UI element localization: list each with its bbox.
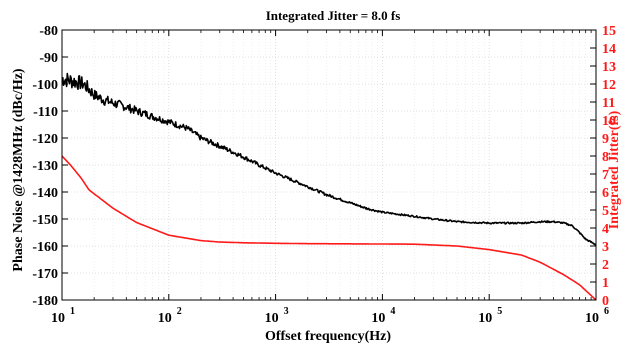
y-tick-label-left: -80 [39, 24, 58, 39]
x-tick-exponent: 5 [497, 306, 502, 317]
x-tick-base: 10 [371, 311, 385, 326]
y-tick-label-right: 12 [602, 78, 616, 93]
x-tick-base: 10 [158, 311, 172, 326]
x-tick-exponent: 2 [177, 306, 182, 317]
y-tick-label-right: 14 [602, 42, 616, 57]
grid-lines [62, 30, 596, 300]
x-tick-label: 10 5 [478, 306, 502, 326]
y-tick-label-right: 4 [602, 222, 609, 237]
y-tick-label-right: 5 [602, 204, 609, 219]
y-tick-label-right: 7 [602, 168, 609, 183]
y-tick-labels-left: -80 -90 -100 -110 -120 -130 -140 -150 -160 -170 -1… [32, 24, 58, 309]
x-tick-base: 10 [51, 311, 65, 326]
y-tick-label-right: 2 [602, 258, 609, 273]
y-tick-label-right: 6 [602, 186, 609, 201]
series-layer [61, 72, 597, 301]
y-tick-label-right: 11 [602, 96, 615, 111]
phase-noise-line [61, 72, 597, 246]
x-tick-exponent: 1 [70, 306, 75, 317]
y-tick-label-right: 3 [602, 240, 609, 255]
x-tick-label: 10 6 [585, 306, 609, 326]
y-tick-label-left: -160 [32, 240, 58, 255]
x-tick-label: 10 4 [371, 306, 395, 326]
x-tick-exponent: 3 [284, 306, 289, 317]
y-tick-label-left: -100 [32, 78, 58, 93]
y-tick-label-left: -150 [32, 213, 58, 228]
y-tick-label-left: -170 [32, 267, 58, 282]
y-tick-label-left: -110 [33, 105, 58, 120]
x-tick-base: 10 [585, 311, 599, 326]
chart-title: Integrated Jitter = 8.0 fs [266, 8, 401, 23]
x-tick-base: 10 [265, 311, 279, 326]
integrated-jitter-line [61, 155, 597, 301]
y-tick-label-left: -140 [32, 186, 58, 201]
x-tick-label: 10 3 [265, 306, 289, 326]
x-tick-exponent: 6 [604, 306, 609, 317]
x-tick-label: 10 2 [158, 306, 182, 326]
x-tick-label: 10 1 [51, 306, 75, 326]
tick-marks [61, 29, 596, 301]
y-tick-label-left: -90 [39, 51, 58, 66]
y-tick-label-right: 10 [602, 114, 616, 129]
x-tick-base: 10 [478, 311, 492, 326]
y-tick-label-right: 1 [602, 276, 609, 291]
y-tick-label-left: -180 [32, 294, 58, 309]
y-tick-label-right: 15 [602, 24, 616, 39]
x-tick-exponent: 4 [390, 306, 395, 317]
y2-axis-label: Integrated Jitter(fs) [607, 110, 622, 229]
y-tick-label-right: 8 [602, 150, 609, 165]
y-tick-label-right: 9 [602, 132, 609, 147]
x-axis-label: Offset frequency(Hz) [265, 329, 391, 344]
y-tick-label-left: -130 [32, 159, 58, 174]
y-tick-label-right: 0 [602, 294, 609, 309]
x-tick-labels: 10 1 10 2 10 3 10 4 10 5 10 6 [51, 306, 609, 326]
y-axis-label: Phase Noise @1428MHz (dBc/Hz) [11, 68, 26, 271]
y-tick-label-right: 13 [602, 60, 616, 75]
y-tick-label-left: -120 [32, 132, 58, 147]
